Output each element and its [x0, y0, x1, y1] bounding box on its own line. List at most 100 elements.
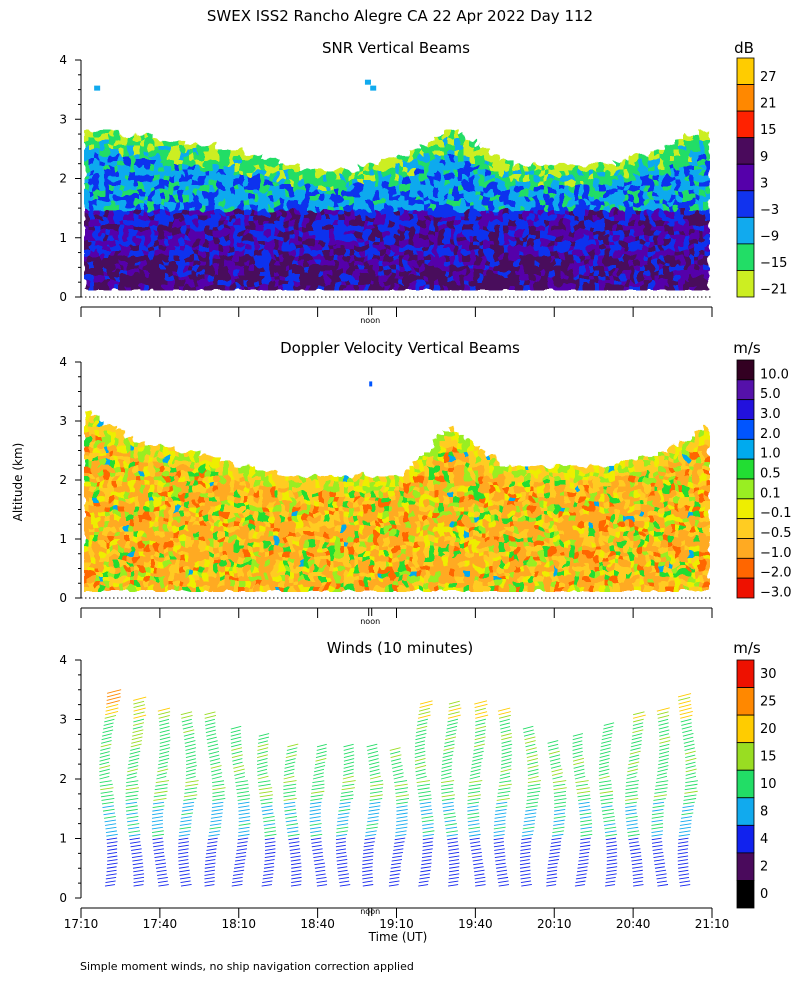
- snr-cell: [384, 214, 390, 221]
- doppler-cell: [184, 470, 190, 477]
- doppler-cell: [294, 530, 300, 537]
- snr-cell: [594, 234, 600, 241]
- snr-cell: [534, 234, 540, 241]
- doppler-cell: [264, 470, 270, 477]
- snr-cell: [594, 244, 600, 251]
- doppler-cell: [314, 555, 320, 562]
- doppler-cell: [264, 560, 270, 567]
- snr-cell: [204, 224, 210, 231]
- snr-cell: [634, 169, 640, 176]
- snr-cell: [139, 259, 145, 266]
- doppler-cell: [294, 560, 300, 567]
- doppler-cell: [129, 560, 135, 567]
- snr-cell: [434, 139, 440, 146]
- snr-cell: [404, 179, 410, 186]
- snr-cell: [104, 199, 110, 206]
- snr-cell: [329, 179, 335, 186]
- doppler-cell: [289, 525, 295, 532]
- snr-cell: [324, 244, 330, 251]
- snr-cell: [349, 234, 355, 241]
- doppler-cell: [144, 480, 150, 487]
- doppler-cell: [189, 505, 195, 512]
- snr-cell: [684, 204, 690, 211]
- colorbar-label: 15: [760, 123, 777, 138]
- snr-cell: [509, 169, 515, 176]
- doppler-cell: [209, 490, 215, 497]
- doppler-cell: [184, 495, 190, 502]
- snr-cell: [139, 254, 145, 261]
- snr-cell: [269, 189, 275, 196]
- doppler-cell: [289, 550, 295, 557]
- snr-cell: [569, 224, 575, 231]
- snr-cell: [549, 189, 555, 196]
- snr-cell: [594, 209, 600, 216]
- snr-cell: [504, 239, 510, 246]
- snr-cell: [679, 249, 685, 256]
- snr-cell: [389, 214, 395, 221]
- snr-cell: [94, 159, 100, 166]
- doppler-cell: [219, 520, 225, 527]
- snr-cell: [524, 179, 530, 186]
- doppler-cell: [214, 485, 220, 492]
- doppler-cell: [109, 485, 115, 492]
- doppler-cell: [269, 575, 275, 582]
- snr-cell: [564, 194, 570, 201]
- doppler-cell: [174, 515, 180, 522]
- doppler-cell: [219, 485, 225, 492]
- doppler-cell: [89, 480, 95, 487]
- snr-cell: [239, 154, 245, 161]
- snr-cell: [179, 159, 185, 166]
- snr-cell: [409, 284, 415, 291]
- snr-cell: [689, 179, 695, 186]
- snr-cell: [699, 204, 705, 211]
- snr-cell: [209, 174, 215, 181]
- snr-cell: [304, 279, 310, 286]
- snr-cell: [179, 284, 185, 291]
- doppler-cell: [124, 460, 130, 467]
- snr-cell: [409, 234, 415, 241]
- doppler-cell: [259, 480, 265, 487]
- snr-cell: [194, 154, 200, 161]
- doppler-cell: [164, 580, 170, 587]
- doppler-cell: [204, 520, 210, 527]
- colorbar-swatch: [736, 84, 755, 112]
- snr-cell: [444, 209, 450, 216]
- snr-cell: [619, 284, 625, 291]
- snr-cell: [109, 239, 115, 246]
- doppler-cell: [189, 490, 195, 497]
- snr-cell: [469, 154, 475, 161]
- snr-cell: [99, 279, 105, 286]
- snr-cell: [229, 174, 235, 181]
- snr-cell: [299, 199, 305, 206]
- doppler-cell: [219, 585, 225, 592]
- snr-cell: [519, 179, 525, 186]
- snr-cell: [519, 244, 525, 251]
- snr-cell: [409, 169, 415, 176]
- snr-cell: [264, 264, 270, 271]
- doppler-cell: [89, 420, 95, 427]
- snr-cell: [279, 254, 285, 261]
- doppler-cell: [259, 520, 265, 527]
- snr-cell: [499, 244, 505, 251]
- snr-cell: [229, 244, 235, 251]
- snr-cell: [164, 264, 170, 271]
- snr-cell: [154, 209, 160, 216]
- doppler-cell: [209, 535, 215, 542]
- doppler-cell: [309, 580, 315, 587]
- snr-cell: [424, 199, 430, 206]
- snr-cell: [144, 249, 150, 256]
- snr-cell: [249, 244, 255, 251]
- snr-cell: [394, 244, 400, 251]
- snr-cell: [419, 234, 425, 241]
- snr-cell: [634, 239, 640, 246]
- doppler-cell: [99, 575, 105, 582]
- snr-cell: [629, 214, 635, 221]
- snr-cell: [244, 279, 250, 286]
- snr-cell: [524, 169, 530, 176]
- snr-cell: [614, 244, 620, 251]
- snr-cell: [629, 279, 635, 286]
- snr-cell: [374, 204, 380, 211]
- snr-cell: [539, 279, 545, 286]
- doppler-cell: [174, 505, 180, 512]
- snr-cell: [119, 279, 125, 286]
